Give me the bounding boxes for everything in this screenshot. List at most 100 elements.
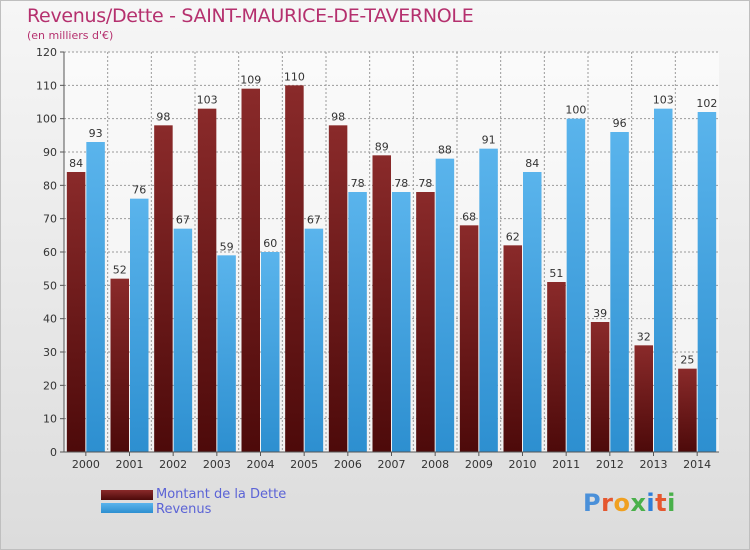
legend-swatch-dette [101, 490, 153, 500]
x-tick-label: 2009 [465, 458, 493, 471]
data-label: 51 [549, 267, 563, 280]
bar-revenus [435, 158, 455, 452]
data-label: 59 [220, 240, 234, 253]
y-tick-label: 0 [50, 446, 57, 459]
y-tick-label: 100 [36, 113, 57, 126]
data-label: 62 [506, 230, 520, 243]
bar-revenus [86, 142, 105, 452]
data-label: 78 [351, 177, 365, 190]
bar-revenus [610, 132, 629, 452]
data-label: 52 [113, 264, 127, 277]
y-tick-label: 120 [36, 46, 57, 59]
bar-dette [547, 282, 566, 452]
bar-dette [285, 85, 304, 452]
y-tick-label: 60 [43, 246, 57, 259]
y-tick-label: 50 [43, 279, 57, 292]
data-label: 68 [462, 210, 476, 223]
data-label: 78 [394, 177, 408, 190]
bar-dette [459, 225, 479, 452]
bar-dette [328, 125, 348, 452]
bar-revenus [261, 252, 280, 452]
legend-label-revenus: Revenus [156, 502, 212, 517]
data-label: 39 [593, 307, 607, 320]
grid [64, 51, 719, 452]
bar-dette [678, 368, 697, 452]
bar-revenus [217, 255, 236, 452]
logo-letter: P [583, 489, 602, 517]
data-label: 67 [307, 214, 321, 227]
bar-revenus [566, 118, 586, 453]
x-tick-label: 2005 [290, 458, 318, 471]
x-tick-label: 2013 [640, 458, 668, 471]
legend-label-dette: Montant de la Dette [156, 487, 287, 502]
bar-revenus [130, 198, 149, 452]
data-label: 84 [525, 157, 539, 170]
data-label: 109 [240, 74, 261, 87]
logo-letter: o [613, 489, 631, 517]
chart-title: Revenus/Dette - SAINT-MAURICE-DE-TAVERNO… [27, 5, 474, 27]
bar-revenus [523, 172, 542, 452]
data-label: 32 [637, 330, 651, 343]
bar-revenus [392, 192, 411, 452]
bar-dette [503, 245, 522, 452]
x-tick-label: 2001 [116, 458, 144, 471]
data-label: 93 [89, 127, 103, 140]
bar-revenus [697, 112, 717, 452]
data-label: 84 [69, 157, 83, 170]
x-tick-label: 2014 [683, 458, 711, 471]
x-tick-label: 2011 [552, 458, 580, 471]
y-tick-label: 30 [43, 346, 57, 359]
data-label: 25 [680, 354, 694, 367]
proxiti-logo: Proxiti [583, 489, 676, 517]
data-label: 91 [482, 134, 496, 147]
legend-swatch-revenus [101, 503, 153, 513]
data-label: 98 [331, 110, 345, 123]
bar-revenus [654, 108, 673, 453]
y-tick-label: 80 [43, 179, 57, 192]
chart-subtitle: (en milliers d'€) [27, 29, 114, 42]
y-tick-label: 10 [43, 413, 57, 426]
data-label: 78 [418, 177, 432, 190]
bar-dette [66, 172, 86, 452]
data-label: 98 [156, 110, 170, 123]
data-label: 103 [197, 94, 218, 107]
bar-dette [241, 88, 260, 453]
x-tick-label: 2008 [421, 458, 449, 471]
bar-dette [197, 108, 217, 453]
data-label: 76 [132, 184, 146, 197]
data-label: 100 [565, 104, 586, 117]
logo-letter: x [630, 489, 647, 517]
x-tick-label: 2006 [334, 458, 362, 471]
x-tick-label: 2003 [203, 458, 231, 471]
bar-revenus [173, 228, 193, 452]
bar-revenus [304, 228, 324, 452]
y-tick-label: 110 [36, 79, 57, 92]
y-tick-label: 40 [43, 313, 57, 326]
data-label: 60 [263, 237, 277, 250]
logo-letter: i [667, 489, 676, 517]
data-labels: 84 93 52 76 98 67 103 59 109 60 110 67 98 78 89 78 78 88 6… [69, 70, 717, 366]
x-tick-label: 2004 [247, 458, 275, 471]
bars [66, 85, 717, 453]
data-label: 103 [653, 94, 674, 107]
bar-dette [416, 192, 435, 452]
logo-letter: t [655, 489, 668, 517]
data-label: 102 [696, 97, 717, 110]
data-label: 96 [613, 117, 627, 130]
x-tick-label: 2007 [378, 458, 406, 471]
bar-dette [372, 155, 391, 453]
x-tick-label: 2012 [596, 458, 624, 471]
bar-revenus [479, 148, 498, 452]
data-label: 110 [284, 70, 305, 83]
data-label: 67 [176, 214, 190, 227]
bar-dette [590, 322, 610, 452]
data-label: 89 [375, 140, 389, 153]
x-tick-label: 2010 [509, 458, 537, 471]
bar-revenus [348, 192, 367, 452]
logo-letter: r [601, 489, 614, 517]
bar-dette [154, 125, 173, 452]
data-label: 88 [438, 144, 452, 157]
bar-dette [110, 278, 129, 452]
